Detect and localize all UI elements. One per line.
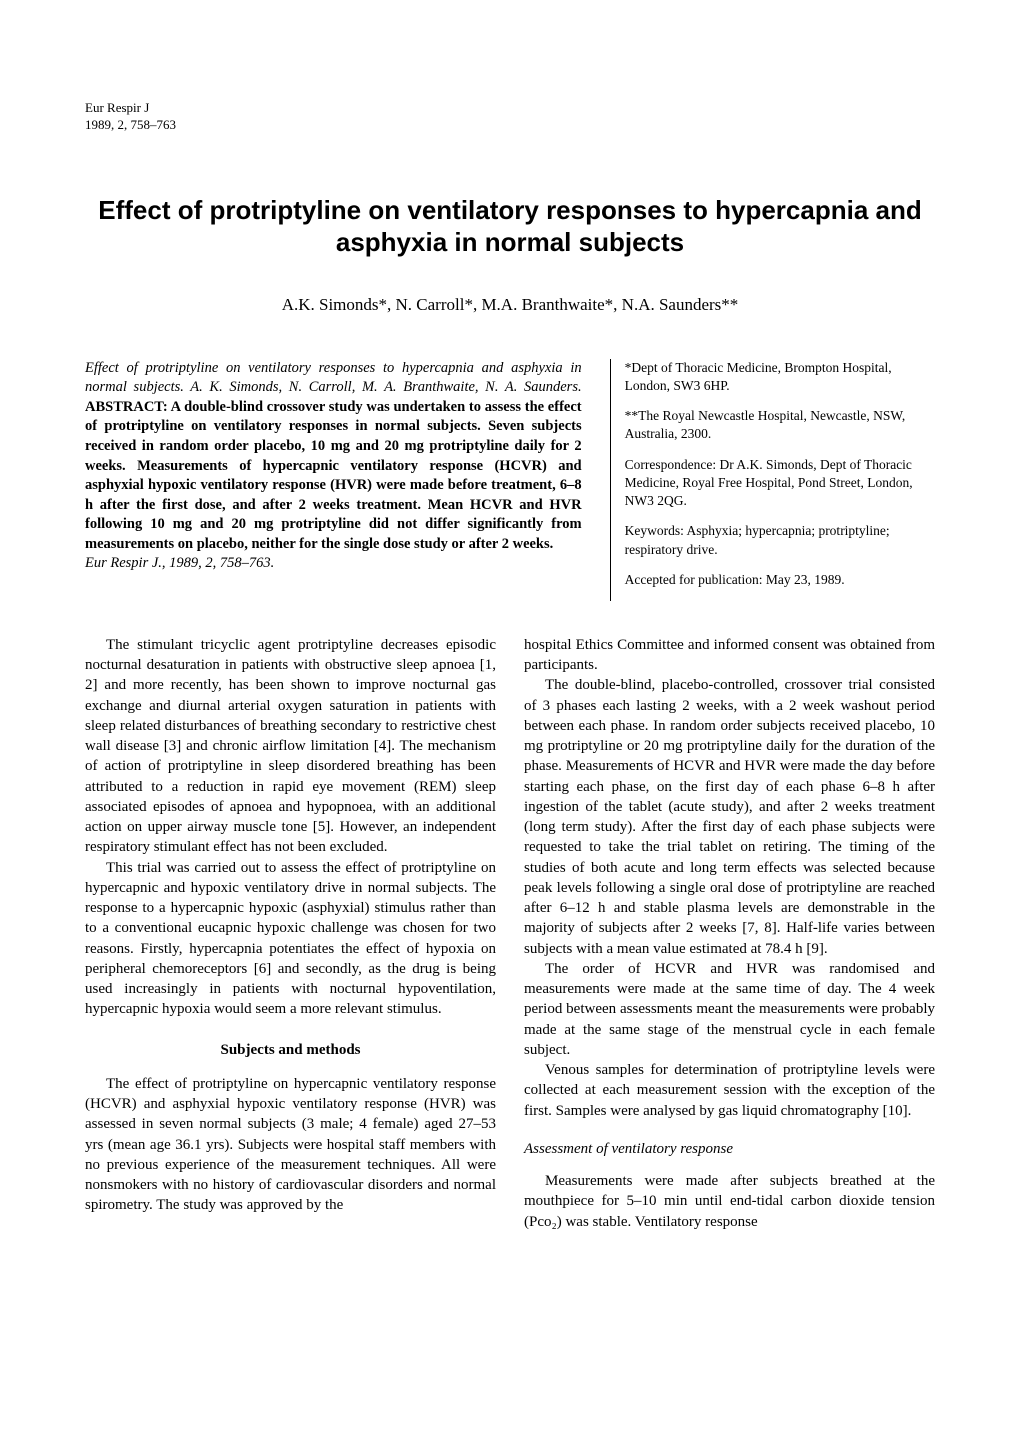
- body-columns: The stimulant tricyclic agent protriptyl…: [85, 635, 935, 1232]
- section-heading-subjects-methods: Subjects and methods: [85, 1040, 496, 1060]
- abstract-column: Effect of protriptyline on ventilatory r…: [85, 359, 582, 601]
- accepted-date: Accepted for publication: May 23, 1989.: [625, 571, 935, 589]
- article-title: Effect of protriptyline on ventilatory r…: [85, 194, 935, 259]
- affiliations-column: *Dept of Thoracic Medicine, Brompton Hos…: [610, 359, 935, 601]
- correspondence: Correspondence: Dr A.K. Simonds, Dept of…: [625, 456, 935, 511]
- keywords: Keywords: Asphyxia; hypercapnia; protrip…: [625, 522, 935, 558]
- page: Eur Respir J 1989, 2, 758–763 Effect of …: [0, 0, 1020, 1292]
- body-paragraph: The stimulant tricyclic agent protriptyl…: [85, 635, 496, 858]
- meta-row: Effect of protriptyline on ventilatory r…: [85, 359, 935, 601]
- body-paragraph: This trial was carried out to assess the…: [85, 858, 496, 1020]
- abstract-citation: Effect of protriptyline on ventilatory r…: [85, 360, 582, 396]
- body-paragraph: The order of HCVR and HVR was randomised…: [524, 959, 935, 1060]
- body-paragraph: The effect of protriptyline on hypercapn…: [85, 1074, 496, 1216]
- body-paragraph: The double-blind, placebo-controlled, cr…: [524, 675, 935, 959]
- right-column: hospital Ethics Committee and informed c…: [524, 635, 935, 1232]
- affiliation-2: **The Royal Newcastle Hospital, Newcastl…: [625, 407, 935, 443]
- body-paragraph: Measurements were made after subjects br…: [524, 1171, 935, 1232]
- body-paragraph: Venous samples for determination of prot…: [524, 1060, 935, 1121]
- abstract-ref: Eur Respir J., 1989, 2, 758–763.: [85, 554, 582, 574]
- affiliation-1: *Dept of Thoracic Medicine, Brompton Hos…: [625, 359, 935, 395]
- journal-header: Eur Respir J 1989, 2, 758–763: [85, 100, 935, 134]
- authors: A.K. Simonds*, N. Carroll*, M.A. Branthw…: [85, 295, 935, 315]
- journal-ref: 1989, 2, 758–763: [85, 117, 935, 134]
- left-column: The stimulant tricyclic agent protriptyl…: [85, 635, 496, 1232]
- subsection-heading-assessment: Assessment of ventilatory response: [524, 1139, 935, 1159]
- abstract-body: ABSTRACT: A double-blind crossover study…: [85, 399, 582, 552]
- body-paragraph: hospital Ethics Committee and informed c…: [524, 635, 935, 676]
- journal-name: Eur Respir J: [85, 100, 935, 117]
